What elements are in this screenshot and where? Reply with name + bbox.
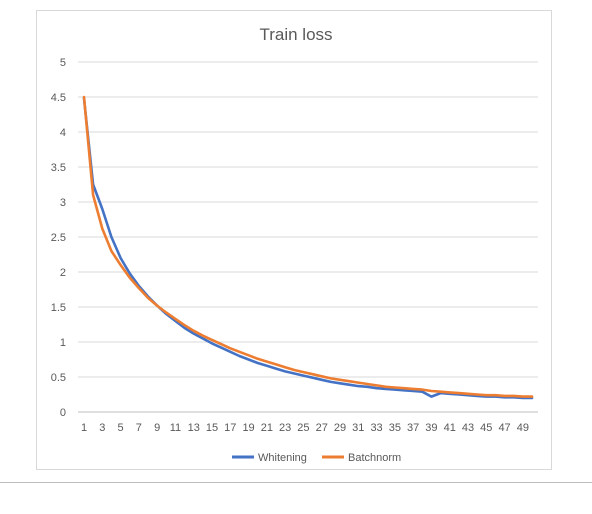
x-tick-label: 49 (517, 422, 529, 434)
x-tick-label: 5 (118, 422, 124, 434)
y-tick-label: 0.5 (51, 372, 66, 384)
y-tick-label: 2 (60, 267, 66, 279)
x-tick-label: 11 (170, 422, 181, 434)
x-tick-label: 47 (498, 422, 510, 434)
x-tick-label: 19 (242, 422, 254, 434)
y-axis-ticks: 0 0.5 1 1.5 2 2.5 3 3.5 4 4.5 5 (51, 57, 66, 419)
x-tick-label: 27 (316, 422, 328, 434)
x-tick-label: 29 (334, 422, 346, 434)
caption-divider (0, 482, 592, 483)
train-loss-chart: Train loss 00.511.522.533.544.55 1 3 5 7 9 11… (51, 25, 538, 464)
legend-label-whitening: Whitening (258, 452, 307, 464)
x-tick-label: 9 (154, 422, 160, 434)
y-tick-label: 1.5 (51, 302, 66, 314)
x-tick-label: 25 (297, 422, 309, 434)
y-tick-label: 5 (60, 57, 66, 69)
y-tick-label: 0 (60, 407, 66, 419)
x-tick-label: 31 (352, 422, 364, 434)
y-tick-label: 2.5 (51, 232, 66, 244)
series-lines (82, 95, 534, 400)
legend: Whitening Batchnorm (232, 452, 401, 464)
x-tick-label: 13 (188, 422, 200, 434)
x-tick-label: 37 (407, 422, 419, 434)
legend-label-batchnorm: Batchnorm (348, 452, 401, 464)
x-tick-label: 15 (206, 422, 218, 434)
gridlines (78, 61, 538, 413)
x-tick-label: 41 (444, 422, 456, 434)
x-tick-label: 39 (425, 422, 437, 434)
x-tick-label: 21 (261, 422, 273, 434)
x-tick-label: 45 (480, 422, 492, 434)
x-tick-label: 43 (462, 422, 474, 434)
page-text-fragment (0, 492, 592, 514)
y-tick-label: 4 (60, 127, 66, 139)
y-tick-label: 4.5 (51, 92, 66, 104)
x-tick-label: 7 (136, 422, 142, 434)
series-line-whitening (82, 97, 534, 400)
x-tick-label: 17 (224, 422, 236, 434)
x-tick-label: 3 (99, 422, 105, 434)
series-line-batchnorm (82, 95, 534, 398)
y-tick-label: 1 (60, 337, 66, 349)
y-tick-label: 3.5 (51, 162, 66, 174)
x-axis-ticks: 1 3 5 7 9 11 13 15 17 19 21 23 25 27 29 31 33 35 37 39 41 43 4… (81, 422, 529, 434)
y-tick-label: 3 (60, 197, 66, 209)
x-tick-label: 35 (389, 422, 401, 434)
chart-title: Train loss (259, 25, 332, 44)
x-tick-label: 23 (279, 422, 291, 434)
x-tick-label: 33 (370, 422, 382, 434)
x-tick-label: 1 (81, 422, 87, 434)
